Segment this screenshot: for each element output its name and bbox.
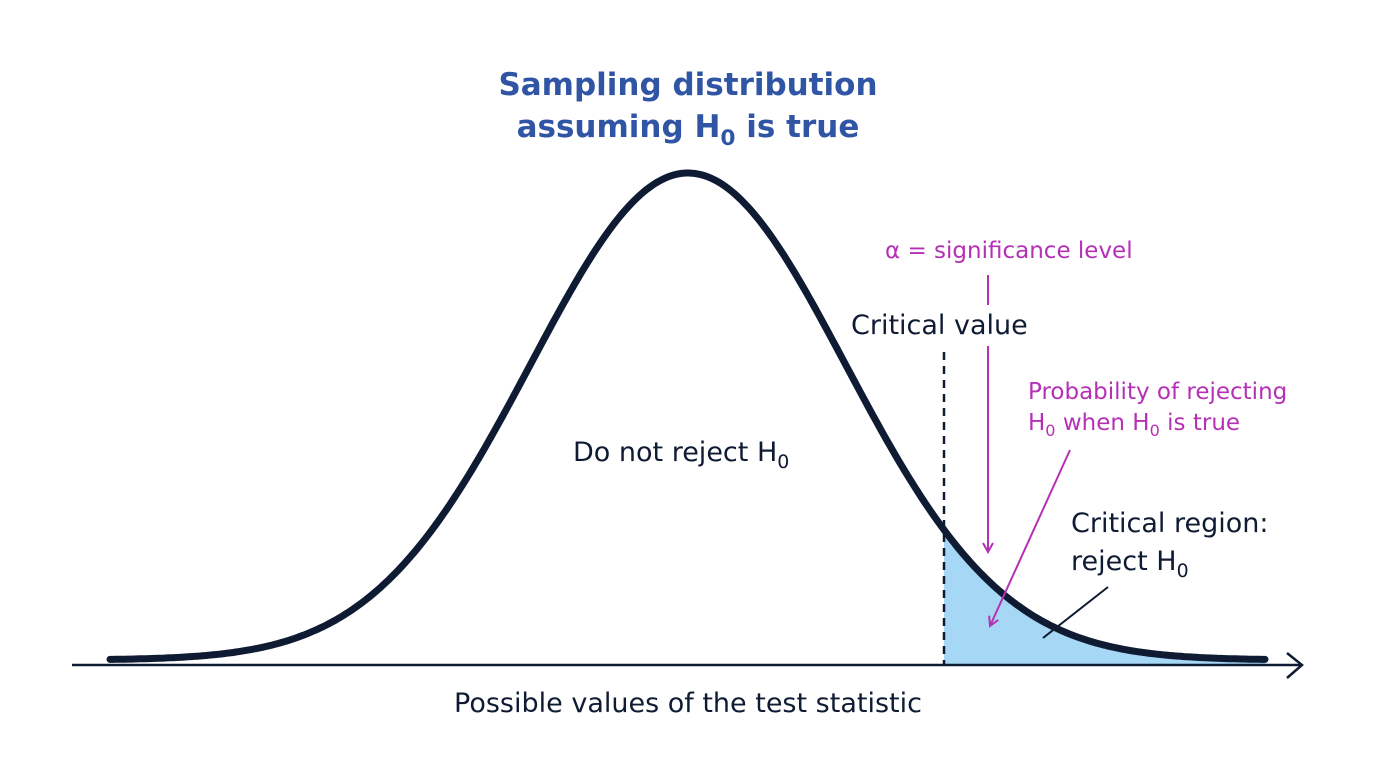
probability-arrow [990, 449, 1071, 626]
text: Do not reject H [573, 437, 777, 468]
text: is true [736, 109, 860, 145]
critical-region-fill [944, 529, 1265, 665]
subscript: 0 [720, 126, 735, 151]
title-line: assuming H0 is true [517, 109, 860, 151]
subscript: 0 [1045, 421, 1055, 440]
subscript: 0 [1177, 560, 1189, 582]
probability-label: Probability of rejecting [1028, 379, 1287, 405]
text: is true [1160, 410, 1240, 436]
probability-label: H0 when H0 is true [1028, 410, 1240, 440]
x-axis-label: Possible values of the test statistic [454, 688, 922, 719]
axis-arrow [1286, 652, 1304, 679]
do-not-reject-label: Do not reject H0 [573, 437, 789, 473]
critical-region-label: Critical region: [1071, 508, 1269, 539]
critical-region-label: reject H0 [1071, 546, 1189, 582]
distribution-curve [106, 169, 1269, 663]
text: when H [1056, 410, 1150, 436]
text: assuming H [517, 109, 721, 145]
subscript: 0 [777, 451, 789, 473]
title-line: Sampling distribution [498, 67, 877, 103]
critical-value-label: Critical value [851, 310, 1028, 341]
text: H [1028, 410, 1045, 436]
subscript: 0 [1150, 421, 1160, 440]
region-pointer [1042, 586, 1109, 639]
alpha-label: α = significance level [885, 238, 1133, 264]
text: reject H [1071, 546, 1177, 577]
